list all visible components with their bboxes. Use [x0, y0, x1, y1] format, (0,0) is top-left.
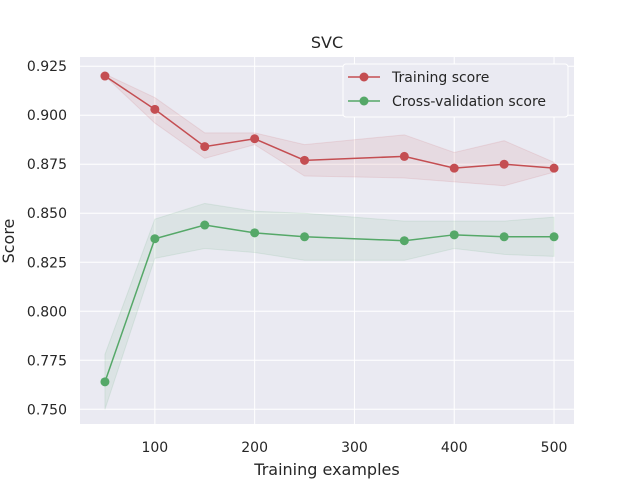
cross-validation-score-point — [499, 232, 509, 242]
training-score-point — [300, 155, 310, 165]
x-tick-label: 300 — [341, 440, 368, 456]
y-tick-label: 0.925 — [27, 59, 67, 75]
cross-validation-score-point — [300, 232, 310, 242]
x-tick-label: 400 — [441, 440, 468, 456]
y-tick-label: 0.750 — [27, 402, 67, 418]
x-tick-label: 500 — [541, 440, 568, 456]
cross-validation-score-legend-marker — [359, 96, 369, 106]
legend-box — [342, 63, 569, 118]
y-tick-label: 0.825 — [27, 255, 67, 271]
plot-background — [80, 57, 574, 424]
cross-validation-score-point — [200, 220, 210, 230]
cross-validation-score-point — [250, 228, 260, 238]
y-tick-label: 0.850 — [27, 206, 67, 222]
chart-title: SVC — [311, 33, 343, 52]
training-score-point — [250, 134, 260, 144]
x-tick-label: 100 — [141, 440, 168, 456]
training-score-point — [150, 104, 160, 114]
legend: Training score Cross-validation score — [342, 63, 569, 118]
cross-validation-score-band — [104, 202, 555, 410]
cross-validation-score-point — [549, 232, 559, 242]
training-score-legend-marker — [359, 72, 369, 82]
training-score-point — [399, 151, 409, 161]
cross-validation-score-point — [399, 236, 409, 246]
training-score-legend-label: Training score — [391, 70, 489, 86]
x-axis-label: Training examples — [253, 460, 399, 479]
x-tick-label: 200 — [241, 440, 268, 456]
x-tick-labels: 100 200 300 400 500 — [141, 440, 567, 456]
training-score-point — [499, 159, 509, 169]
y-axis-label: Score — [0, 219, 18, 264]
grid-lines — [80, 57, 574, 424]
training-score-point — [100, 71, 110, 81]
cross-validation-score-point — [150, 234, 160, 244]
training-score-point — [200, 142, 210, 152]
y-tick-label: 0.775 — [27, 353, 67, 369]
y-tick-label: 0.875 — [27, 157, 67, 173]
cross-validation-score-legend-label: Cross-validation score — [392, 94, 546, 110]
series-points — [100, 71, 559, 387]
training-score-point — [549, 163, 559, 173]
training-score-point — [449, 163, 459, 173]
y-tick-labels: 0.750 0.775 0.800 0.825 0.850 0.875 0.900 0.925 — [27, 59, 67, 418]
cross-validation-score-point — [449, 230, 459, 240]
cross-validation-score-point — [100, 377, 110, 387]
y-tick-label: 0.800 — [27, 304, 67, 320]
y-tick-label: 0.900 — [27, 108, 67, 124]
